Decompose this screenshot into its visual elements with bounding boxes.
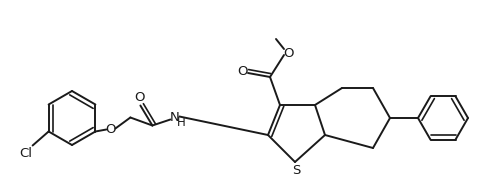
- Text: Cl: Cl: [19, 147, 32, 160]
- Text: O: O: [105, 123, 116, 136]
- Text: O: O: [284, 46, 294, 60]
- Text: N: N: [170, 111, 179, 124]
- Text: H: H: [177, 116, 186, 129]
- Text: O: O: [134, 91, 144, 104]
- Text: O: O: [237, 65, 248, 78]
- Text: S: S: [292, 164, 300, 177]
